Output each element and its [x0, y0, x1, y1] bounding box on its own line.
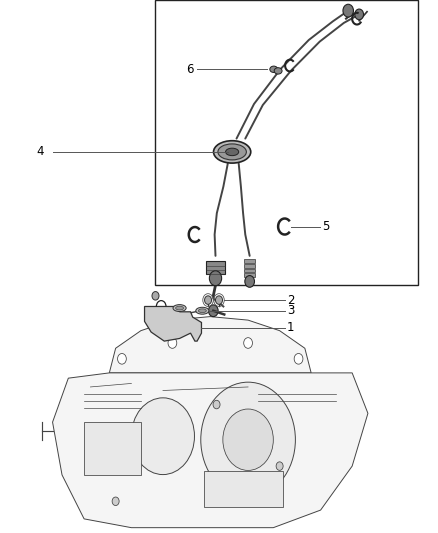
Bar: [155, 0, 418, 285]
Circle shape: [209, 271, 222, 286]
Circle shape: [213, 400, 220, 409]
Circle shape: [152, 292, 159, 300]
Bar: [244, 273, 255, 277]
Text: 1: 1: [287, 321, 294, 334]
Circle shape: [355, 9, 364, 20]
Circle shape: [294, 353, 303, 364]
Bar: [244, 259, 255, 263]
Ellipse shape: [274, 68, 282, 74]
Text: 6: 6: [187, 63, 194, 76]
Ellipse shape: [196, 307, 209, 314]
Text: 3: 3: [287, 304, 294, 317]
Ellipse shape: [270, 66, 278, 72]
Circle shape: [276, 462, 283, 471]
Bar: [244, 264, 255, 268]
Circle shape: [201, 382, 295, 497]
Circle shape: [168, 338, 177, 349]
Bar: [84, 422, 141, 475]
Polygon shape: [53, 373, 368, 528]
Polygon shape: [110, 317, 311, 373]
Ellipse shape: [198, 309, 206, 312]
Bar: [206, 261, 225, 274]
Ellipse shape: [176, 306, 184, 310]
Ellipse shape: [218, 144, 246, 160]
Ellipse shape: [213, 141, 251, 163]
Circle shape: [223, 409, 273, 471]
Circle shape: [205, 296, 212, 304]
Text: 2: 2: [287, 294, 294, 306]
Circle shape: [131, 398, 194, 474]
Text: 5: 5: [322, 220, 329, 233]
Circle shape: [117, 353, 126, 364]
Circle shape: [208, 305, 218, 317]
Bar: [244, 269, 255, 272]
Circle shape: [245, 276, 254, 287]
Circle shape: [112, 497, 119, 505]
Circle shape: [343, 4, 353, 17]
Polygon shape: [145, 306, 201, 341]
Bar: [204, 471, 283, 506]
Text: 4: 4: [36, 146, 44, 158]
Ellipse shape: [173, 305, 186, 311]
Ellipse shape: [226, 148, 239, 156]
Circle shape: [215, 296, 223, 304]
Circle shape: [244, 338, 252, 349]
